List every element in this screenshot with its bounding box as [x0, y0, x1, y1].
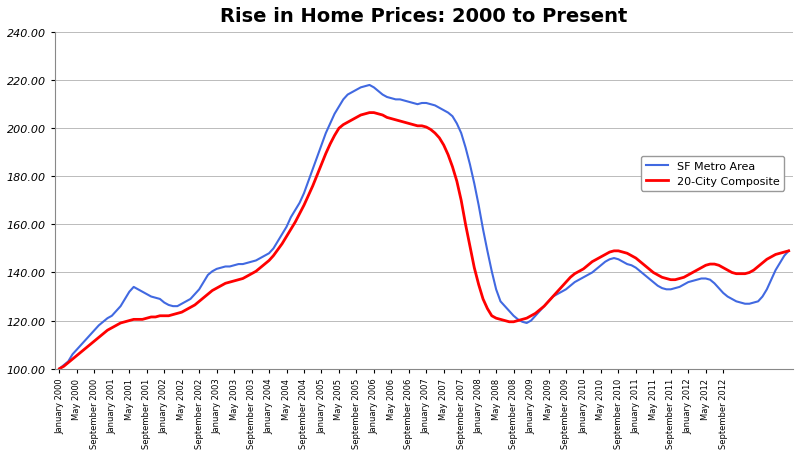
SF Metro Area	[365, 83, 374, 88]
SF Metro Area	[186, 297, 195, 302]
20-City Composite	[264, 258, 274, 263]
20-City Composite	[303, 193, 313, 199]
20-City Composite	[784, 248, 794, 254]
Line: SF Metro Area: SF Metro Area	[59, 86, 789, 369]
20-City Composite	[54, 366, 64, 372]
20-City Composite	[487, 313, 497, 319]
SF Metro Area	[784, 248, 794, 254]
SF Metro Area	[303, 179, 313, 184]
20-City Composite	[365, 111, 374, 116]
SF Metro Area	[264, 251, 274, 257]
Legend: SF Metro Area, 20-City Composite: SF Metro Area, 20-City Composite	[641, 157, 784, 191]
20-City Composite	[640, 263, 650, 268]
SF Metro Area	[54, 366, 64, 372]
SF Metro Area	[640, 273, 650, 278]
Title: Rise in Home Prices: 2000 to Present: Rise in Home Prices: 2000 to Present	[220, 7, 628, 26]
20-City Composite	[186, 305, 195, 310]
Line: 20-City Composite: 20-City Composite	[59, 113, 789, 369]
20-City Composite	[474, 282, 483, 288]
SF Metro Area	[474, 203, 483, 208]
SF Metro Area	[487, 269, 497, 274]
